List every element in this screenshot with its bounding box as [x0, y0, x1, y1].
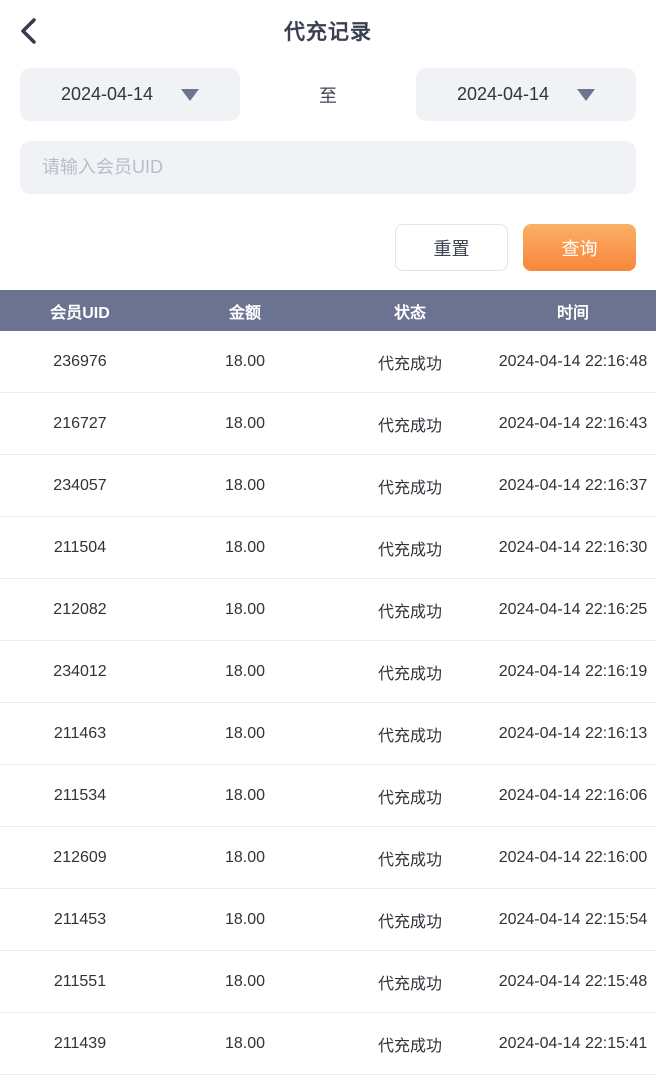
- cell-amount: 18.00: [224, 600, 266, 618]
- cell-status: 代充成功: [377, 665, 442, 683]
- table-row: 211551 18.00 代充成功 2024-04-14 22:15:48: [0, 951, 656, 1013]
- uid-input[interactable]: [20, 141, 636, 194]
- date-from-select[interactable]: 2024-04-14: [20, 68, 240, 121]
- date-range-row: 2024-04-14 至 2024-04-14: [20, 68, 636, 121]
- date-to-value: 2024-04-14: [456, 84, 550, 104]
- chevron-down-icon: [577, 88, 596, 101]
- cell-time: 2024-04-14 22:16:30: [498, 538, 648, 556]
- cell-time: 2024-04-14 22:16:06: [498, 786, 648, 804]
- date-to-select[interactable]: 2024-04-14: [416, 68, 636, 121]
- cell-status: 代充成功: [377, 975, 442, 993]
- cell-status: 代充成功: [377, 417, 442, 435]
- chevron-down-icon: [181, 88, 200, 101]
- cell-amount: 18.00: [224, 662, 266, 680]
- cell-status: 代充成功: [377, 603, 442, 621]
- cell-uid: 211504: [53, 538, 107, 556]
- table-row: 211463 18.00 代充成功 2024-04-14 22:16:13: [0, 703, 656, 765]
- cell-amount: 18.00: [224, 476, 266, 494]
- cell-amount: 18.00: [224, 786, 266, 804]
- cell-uid: 234012: [53, 662, 107, 680]
- cell-amount: 18.00: [224, 1034, 266, 1052]
- cell-uid: 234057: [53, 476, 107, 494]
- cell-uid: 211551: [53, 972, 107, 990]
- records-table: 会员UID 金额 状态 时间 236976 18.00 代充成功 2024-04…: [0, 290, 656, 1075]
- cell-status: 代充成功: [377, 355, 442, 373]
- page-title: 代充记录: [284, 21, 372, 44]
- filter-panel: 2024-04-14 至 2024-04-14 重置 查询: [0, 62, 656, 271]
- cell-time: 2024-04-14 22:16:48: [498, 352, 648, 370]
- cell-uid: 236976: [53, 352, 107, 370]
- column-header-status: 状态: [393, 304, 426, 322]
- table-row: 216727 18.00 代充成功 2024-04-14 22:16:43: [0, 393, 656, 455]
- cell-amount: 18.00: [224, 848, 266, 866]
- reset-button[interactable]: 重置: [395, 224, 508, 271]
- column-header-time: 时间: [556, 304, 589, 322]
- cell-amount: 18.00: [224, 352, 266, 370]
- table-header: 会员UID 金额 状态 时间: [0, 290, 656, 331]
- cell-uid: 212609: [53, 848, 107, 866]
- table-row: 211453 18.00 代充成功 2024-04-14 22:15:54: [0, 889, 656, 951]
- cell-uid: 211453: [53, 910, 107, 928]
- table-row: 211534 18.00 代充成功 2024-04-14 22:16:06: [0, 765, 656, 827]
- cell-status: 代充成功: [377, 541, 442, 559]
- search-button[interactable]: 查询: [523, 224, 636, 271]
- column-header-uid: 会员UID: [50, 304, 110, 322]
- cell-uid: 211463: [53, 724, 107, 742]
- table-row: 234057 18.00 代充成功 2024-04-14 22:16:37: [0, 455, 656, 517]
- table-row: 212082 18.00 代充成功 2024-04-14 22:16:25: [0, 579, 656, 641]
- cell-amount: 18.00: [224, 414, 266, 432]
- table-row: 234012 18.00 代充成功 2024-04-14 22:16:19: [0, 641, 656, 703]
- cell-time: 2024-04-14 22:16:25: [498, 600, 648, 618]
- cell-time: 2024-04-14 22:16:00: [498, 848, 648, 866]
- top-nav: 代充记录: [0, 0, 656, 62]
- column-header-amount: 金额: [228, 304, 261, 322]
- cell-time: 2024-04-14 22:15:41: [498, 1034, 648, 1052]
- cell-time: 2024-04-14 22:16:19: [498, 662, 648, 680]
- cell-amount: 18.00: [224, 724, 266, 742]
- cell-time: 2024-04-14 22:16:37: [498, 476, 648, 494]
- table-row: 212609 18.00 代充成功 2024-04-14 22:16:00: [0, 827, 656, 889]
- cell-amount: 18.00: [224, 538, 266, 556]
- cell-time: 2024-04-14 22:16:43: [498, 414, 648, 432]
- table-row: 211439 18.00 代充成功 2024-04-14 22:15:41: [0, 1013, 656, 1075]
- cell-uid: 211534: [53, 786, 107, 804]
- table-row: 236976 18.00 代充成功 2024-04-14 22:16:48: [0, 331, 656, 393]
- cell-uid: 211439: [53, 1034, 107, 1052]
- cell-status: 代充成功: [377, 1037, 442, 1055]
- date-from-value: 2024-04-14: [60, 84, 154, 104]
- cell-uid: 212082: [53, 600, 107, 618]
- cell-status: 代充成功: [377, 789, 442, 807]
- cell-time: 2024-04-14 22:16:13: [498, 724, 648, 742]
- filter-actions: 重置 查询: [20, 224, 636, 271]
- table-body: 236976 18.00 代充成功 2024-04-14 22:16:48 21…: [0, 331, 656, 1075]
- chevron-left-icon: [19, 17, 37, 47]
- cell-uid: 216727: [53, 414, 107, 432]
- cell-status: 代充成功: [377, 479, 442, 497]
- cell-status: 代充成功: [377, 851, 442, 869]
- cell-time: 2024-04-14 22:15:48: [498, 972, 648, 990]
- table-row: 211504 18.00 代充成功 2024-04-14 22:16:30: [0, 517, 656, 579]
- cell-time: 2024-04-14 22:15:54: [498, 910, 648, 928]
- cell-status: 代充成功: [377, 727, 442, 745]
- date-range-separator: 至: [319, 85, 337, 106]
- cell-amount: 18.00: [224, 972, 266, 990]
- back-button[interactable]: [8, 12, 48, 52]
- cell-status: 代充成功: [377, 913, 442, 931]
- cell-amount: 18.00: [224, 910, 266, 928]
